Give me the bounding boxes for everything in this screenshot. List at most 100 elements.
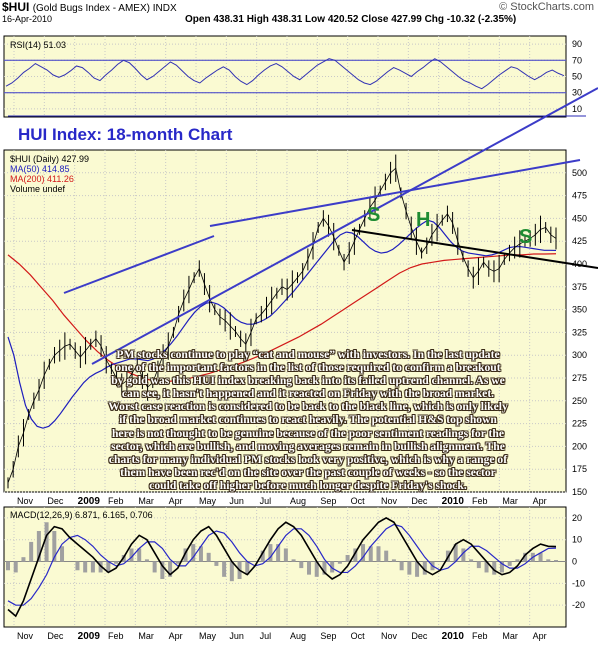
macd-histogram-bar [83, 561, 88, 573]
macd-xtick-label: Oct [351, 631, 366, 641]
ma50-line [7, 219, 557, 429]
macd-histogram-bar [546, 559, 551, 562]
price-xtick-label: Dec [47, 496, 64, 506]
macd-xtick-label: Dec [411, 631, 428, 641]
macd-histogram-bar [276, 544, 281, 562]
macd-xtick-label: Feb [108, 631, 124, 641]
macd-histogram-bar [353, 548, 358, 562]
macd-histogram-bar [554, 560, 558, 562]
macd-histogram-bar [523, 552, 528, 562]
price-ytick-label: 375 [572, 282, 587, 292]
price-xtick-label: Oct [351, 496, 366, 506]
macd-xtick-label: Mar [138, 631, 154, 641]
macd-ytick-label: 10 [572, 535, 582, 545]
price-xtick-label: Nov [381, 496, 398, 506]
macd-histogram-bar [461, 548, 466, 562]
price-xtick-label: Nov [17, 496, 34, 506]
macd-histogram-bar [330, 561, 335, 573]
macd-histogram-bar [144, 559, 149, 562]
price-ytick-label: 275 [572, 373, 587, 383]
price-ytick-label: 425 [572, 236, 587, 246]
macd-xtick-label: Nov [17, 631, 34, 641]
legend-ma200: MA(200) 411.26 [10, 174, 74, 184]
macd-histogram-bar [391, 559, 396, 562]
chart-title-annotation: HUI Index: 18-month Chart [18, 125, 233, 144]
index-name: (Gold Bugs Index - AMEX) INDX [32, 3, 177, 14]
macd-xtick-label: Aug [290, 631, 306, 641]
copyright: © StockCharts.com [499, 1, 594, 13]
macd-histogram-bar [214, 561, 219, 566]
macd-xtick-label: 2009 [78, 631, 101, 642]
macd-histogram-bar [222, 561, 227, 577]
ma200-line [7, 253, 557, 383]
rsi-line [5, 58, 565, 90]
price-xtick-label: Mar [502, 496, 518, 506]
rsi-ytick-label: 90 [572, 39, 582, 49]
macd-histogram-bar [469, 559, 474, 562]
macd-line [7, 516, 557, 618]
price-ytick-label: 175 [572, 464, 587, 474]
macd-xtick-label: Mar [502, 631, 518, 641]
macd-histogram-bar [515, 559, 520, 562]
price-ytick-label: 225 [572, 419, 587, 429]
macd-ytick-label: -10 [572, 578, 585, 588]
macd-histogram-bar [13, 561, 18, 573]
price-panel-bg [3, 149, 567, 493]
macd-ytick-label: 20 [572, 513, 582, 523]
price-ytick-label: 450 [572, 213, 587, 223]
macd-histogram-bar [453, 544, 458, 562]
macd-xtick-label: Feb [472, 631, 488, 641]
neckline [351, 229, 598, 269]
upper-channel-line [209, 159, 581, 227]
price-ytick-label: 350 [572, 305, 587, 315]
macd-histogram-bar [6, 561, 10, 571]
price-ytick-label: 325 [572, 327, 587, 337]
price-ytick-label: 300 [572, 350, 587, 360]
price-xtick-label: Sep [320, 496, 336, 506]
price-xtick-label: Jun [229, 496, 244, 506]
macd-histogram-bar [299, 561, 304, 569]
macd-histogram-bar [29, 541, 34, 562]
macd-histogram-bar [361, 544, 366, 562]
price-ytick-label: 400 [572, 259, 587, 269]
price-ytick-label: 500 [572, 168, 587, 178]
macd-histogram-bar [376, 546, 381, 562]
macd-histogram-bar [314, 561, 319, 577]
price-xtick-label: Apr [533, 496, 547, 506]
macd-histogram-bar [422, 561, 427, 575]
macd-xtick-label: Jun [229, 631, 244, 641]
macd-xtick-label: Dec [47, 631, 64, 641]
macd-histogram-bar [175, 561, 180, 564]
macd-histogram-bar [75, 561, 80, 571]
macd-histogram-bar [291, 559, 296, 562]
rsi-ytick-label: 70 [572, 55, 582, 65]
macd-xtick-label: Apr [169, 631, 183, 641]
commentary-text: PM stocks continue to play “cat and mous… [108, 348, 508, 492]
price-ytick-label: 150 [572, 487, 587, 497]
macd-histogram-bar [183, 548, 188, 562]
ohlc-readout: Open 438.31 High 438.31 Low 420.52 Close… [185, 14, 517, 25]
macd-histogram-bar [191, 544, 196, 562]
macd-histogram-bar [44, 522, 49, 562]
rsi-ytick-label: 30 [572, 88, 582, 98]
price-xtick-label: Aug [290, 496, 306, 506]
macd-histogram-bar [245, 561, 250, 575]
macd-histogram-bar [307, 561, 312, 575]
rsi-legend-label: RSI(14) 51.03 [10, 40, 67, 50]
macd-histogram-bar [114, 561, 119, 564]
right-shoulder-label: S [519, 226, 533, 248]
macd-histogram-bar [260, 550, 265, 562]
price-legend: $HUI (Daily) 427.99 MA(50) 414.85 MA(200… [10, 154, 89, 194]
macd-xtick-label: Sep [320, 631, 336, 641]
symbol: $HUI [2, 0, 30, 14]
macd-histogram-bar [60, 546, 65, 562]
chart-date: 16-Apr-2010 [2, 14, 53, 24]
macd-histogram-bar [415, 561, 420, 577]
macd-histogram-bar [137, 548, 142, 562]
macd-xtick-label: May [199, 631, 217, 641]
macd-histogram-bar [499, 561, 504, 573]
lower-channel-line [91, 87, 598, 365]
price-ytick-label: 250 [572, 396, 587, 406]
price-xtick-label: Dec [411, 496, 428, 506]
rsi-ytick-label: 10 [572, 104, 582, 114]
